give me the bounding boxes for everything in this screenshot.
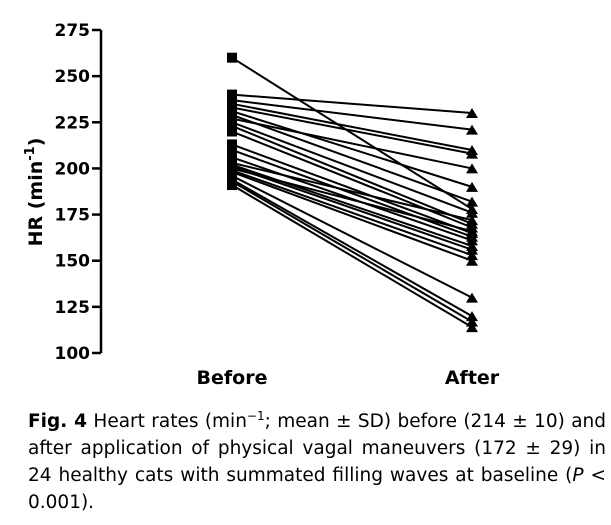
x-category-label-after: After <box>445 367 500 389</box>
series-line <box>231 93 473 115</box>
before-marker <box>227 152 237 163</box>
y-tick-label: 100 <box>55 344 91 364</box>
caption-sup: −1 <box>246 409 265 423</box>
after-marker <box>466 108 478 119</box>
caption-text-3: < 0.001). <box>28 465 606 514</box>
series-cat-24 <box>227 180 478 333</box>
series-line <box>231 169 473 257</box>
x-category-labels: Before After <box>197 367 500 389</box>
y-tick-label: 125 <box>55 298 91 318</box>
caption-text-1: Heart rates (min <box>87 411 247 433</box>
series-line <box>231 102 473 151</box>
series-line <box>231 56 473 210</box>
y-tick-label: 275 <box>55 21 91 41</box>
caption-p-symbol: P <box>572 465 584 487</box>
y-tick-label: 200 <box>55 159 91 179</box>
y-axis-label-sup: -1 <box>23 146 38 160</box>
series-line <box>231 110 473 188</box>
series-line <box>231 171 473 262</box>
series-line <box>231 99 473 131</box>
before-marker <box>227 52 237 63</box>
y-tick-label: 175 <box>55 206 91 226</box>
y-axis-label: HR (min-1) <box>23 138 47 247</box>
y-axis-label-close: ) <box>25 138 47 147</box>
x-category-label-before: Before <box>197 367 268 389</box>
after-marker <box>466 148 478 159</box>
after-marker <box>466 196 478 207</box>
before-marker <box>227 180 237 191</box>
hr-chart: 100 125 150 175 200 225 250 275 Before After HR … <box>23 21 500 389</box>
series-line <box>231 121 473 214</box>
caption-text-2: ; mean ± SD) before (214 ± 10) and after… <box>28 411 606 487</box>
before-marker <box>227 89 237 100</box>
series-cat-22 <box>227 174 478 322</box>
after-marker <box>466 311 478 322</box>
series-line <box>231 174 473 299</box>
before-marker <box>227 139 237 150</box>
after-marker <box>466 292 478 303</box>
y-axis-label-main: HR (min <box>25 161 47 247</box>
series-cat-2 <box>227 89 478 119</box>
series-line <box>231 143 473 234</box>
y-tick-label: 250 <box>55 67 91 87</box>
series-line <box>231 161 473 222</box>
after-marker <box>466 322 478 333</box>
after-marker <box>466 207 478 218</box>
series-line <box>231 184 473 329</box>
after-marker <box>466 163 478 174</box>
after-marker <box>466 181 478 192</box>
after-marker <box>466 226 478 237</box>
after-marker <box>466 215 478 226</box>
series-line <box>231 125 473 225</box>
y-tick-label: 150 <box>55 252 91 272</box>
before-marker <box>227 144 237 155</box>
y-tick-label: 225 <box>55 113 91 133</box>
series-line <box>231 117 473 170</box>
after-marker <box>466 250 478 261</box>
series-line <box>231 167 473 233</box>
figure-caption: Fig. 4 Heart rates (min−1; mean ± SD) be… <box>28 403 606 516</box>
series-line <box>231 113 473 203</box>
series-line <box>231 178 473 317</box>
after-marker <box>466 235 478 246</box>
series-line <box>231 106 473 155</box>
before-marker <box>227 126 237 137</box>
after-marker <box>466 255 478 266</box>
series-cat-9 <box>227 117 478 218</box>
series-line <box>231 180 473 323</box>
series-layer <box>227 52 478 333</box>
series-line <box>231 149 473 238</box>
series-line <box>231 165 473 251</box>
after-marker <box>466 316 478 327</box>
caption-fig-label: Fig. 4 <box>28 411 88 433</box>
before-marker <box>227 120 237 131</box>
series-cat-3 <box>227 95 478 135</box>
after-marker <box>466 124 478 135</box>
y-ticks: 100 125 150 175 200 225 250 275 <box>55 21 101 364</box>
after-marker <box>466 244 478 255</box>
